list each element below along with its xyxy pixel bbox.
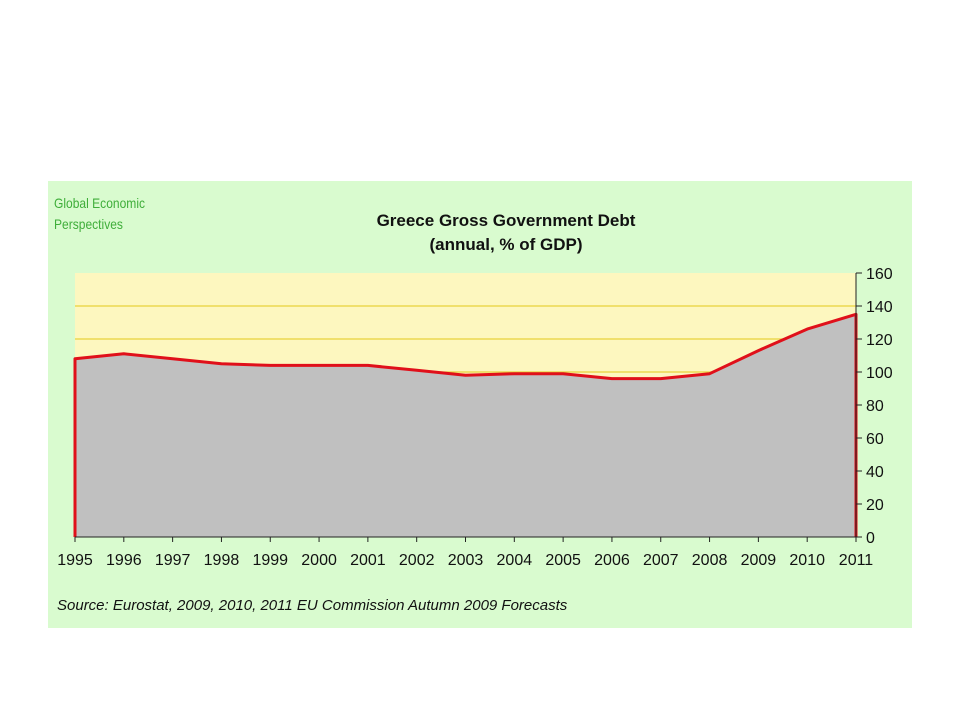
- y-tick-label: 120: [866, 332, 893, 349]
- x-tick-label: 2000: [301, 552, 337, 569]
- x-tick-label: 2006: [594, 552, 630, 569]
- x-tick-label: 2010: [789, 552, 825, 569]
- x-tick-labels: 1995 1996 1997 1998 1999 2000 2001 2002 2003 2004…: [57, 552, 873, 569]
- x-tick-label: 1999: [252, 552, 288, 569]
- axes: [74, 272, 862, 542]
- y-tick-label: 100: [866, 365, 893, 382]
- x-tick-label: 2005: [545, 552, 581, 569]
- chart-title: Greece Gross Government Debt: [376, 211, 636, 230]
- brand-logo: Global Economic Perspectives: [54, 193, 145, 235]
- y-tick-label: 60: [866, 431, 884, 448]
- logo-line-2: Perspectives: [54, 216, 123, 232]
- y-tick-label: 40: [866, 464, 884, 481]
- chart-subtitle: (annual, % of GDP): [429, 235, 583, 254]
- y-tick-label: 20: [866, 497, 884, 514]
- y-tick-label: 140: [866, 299, 893, 316]
- x-tick-label: 2004: [497, 552, 533, 569]
- x-tick-label: 2009: [741, 552, 777, 569]
- x-tick-label: 2002: [399, 552, 435, 569]
- x-tick-label: 1995: [57, 552, 93, 569]
- source-note: Source: Eurostat, 2009, 2010, 2011 EU Co…: [57, 597, 568, 614]
- x-tick-label: 2011: [839, 552, 874, 569]
- series-line: [73, 312, 858, 537]
- x-tick-label: 1998: [204, 552, 240, 569]
- x-tick-label: 1996: [106, 552, 142, 569]
- chart-title-block: Greece Gross Government Debt (annual, % …: [248, 209, 764, 257]
- y-tick-label: 160: [866, 266, 893, 283]
- chart-panel: Global Economic Perspectives Greece Gros…: [48, 181, 912, 628]
- y-tick-label: 80: [866, 398, 884, 415]
- x-tick-label: 2003: [448, 552, 484, 569]
- y-tick-label: 0: [866, 530, 875, 547]
- y-tick-labels: 0 20 40 60 80 100 120 140 160: [866, 266, 893, 547]
- x-tick-label: 2007: [643, 552, 679, 569]
- x-tick-label: 2001: [350, 552, 386, 569]
- x-tick-label: 1997: [155, 552, 191, 569]
- logo-line-1: Global Economic: [54, 195, 146, 211]
- x-tick-label: 2008: [692, 552, 728, 569]
- series-area: [75, 314, 856, 537]
